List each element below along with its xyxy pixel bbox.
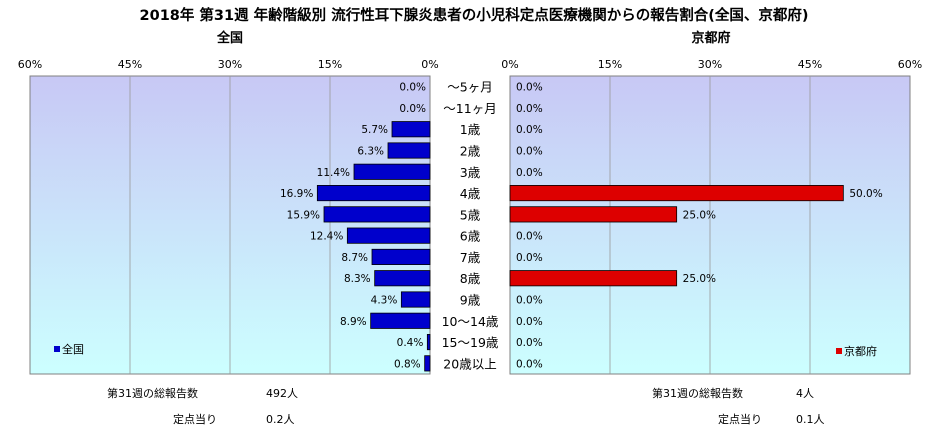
national-bar	[346, 227, 431, 244]
national-data-label: 8.7%	[341, 252, 368, 264]
national-data-label: 8.9%	[340, 316, 367, 328]
left-tick-labels: 60% 45% 30% 15% 0%	[18, 58, 439, 71]
right-tick-label: 15%	[598, 58, 622, 71]
category-label: 6歳	[460, 229, 481, 244]
national-data-label: 5.7%	[361, 124, 388, 136]
category-label: 3歳	[460, 165, 481, 180]
kyoto-data-label: 0.0%	[516, 252, 543, 264]
national-bar	[371, 248, 431, 265]
national-data-label: 12.4%	[310, 231, 343, 243]
kyoto-summary: 第31週の総報告数 4人 定点当り 0.1人	[652, 386, 825, 426]
kyoto-data-label: 50.0%	[849, 188, 882, 200]
category-labels: ～5ヶ月 ～11ヶ月 1歳 2歳 3歳 4歳 5歳 6歳 7歳 8歳 9歳 10～14歳 15～19歳 2…	[442, 80, 499, 372]
kyoto-per-site-label: 定点当り	[718, 412, 762, 426]
category-label: 15～19歳	[442, 335, 499, 350]
national-bar	[374, 270, 431, 287]
left-legend-label: 全国	[62, 342, 84, 356]
kyoto-bar	[509, 206, 678, 223]
right-tick-label: 30%	[698, 58, 722, 71]
category-label: 20歳以上	[443, 356, 496, 371]
kyoto-data-label: 0.0%	[516, 103, 543, 115]
kyoto-data-label: 0.0%	[516, 146, 543, 158]
category-label: 2歳	[460, 144, 481, 159]
left-tick-label: 15%	[318, 58, 342, 71]
category-label: 8歳	[460, 271, 481, 286]
right-data-labels: 0.0% 0.0% 0.0% 0.0% 0.0% 50.0% 25.0% 0.0% 0.0% 25…	[516, 82, 883, 371]
national-bar	[370, 312, 431, 329]
right-legend: 京都府	[836, 344, 877, 358]
right-legend-label: 京都府	[844, 344, 877, 358]
right-tick-label: 45%	[798, 58, 822, 71]
kyoto-data-label: 0.0%	[516, 82, 543, 94]
national-bar	[424, 355, 431, 372]
national-data-label: 11.4%	[317, 167, 350, 179]
left-tick-label: 30%	[218, 58, 242, 71]
kyoto-data-label: 0.0%	[516, 167, 543, 179]
national-data-label: 4.3%	[371, 295, 398, 307]
left-data-labels: 0.0% 0.0% 5.7% 6.3% 11.4% 16.9% 15.9% 12.4% 8.7%…	[280, 82, 426, 371]
chart-title: 2018年 第31週 年齢階級別 流行性耳下腺炎患者の小児科定点医療機関からの報…	[140, 6, 809, 24]
category-label: 9歳	[460, 293, 481, 308]
category-label: ～5ヶ月	[447, 80, 492, 95]
national-bar	[400, 291, 431, 308]
left-tick-label: 0%	[421, 58, 438, 71]
national-total-label: 第31週の総報告数	[107, 386, 198, 400]
national-data-label: 0.0%	[399, 82, 426, 94]
category-label: 5歳	[460, 207, 481, 222]
category-label: 10～14歳	[442, 314, 499, 329]
kyoto-data-label: 0.0%	[516, 231, 543, 243]
left-tick-label: 60%	[18, 58, 42, 71]
kyoto-data-label: 0.0%	[516, 124, 543, 136]
right-panel-title: 京都府	[691, 30, 730, 46]
right-bars	[509, 185, 844, 287]
right-tick-label: 0%	[501, 58, 518, 71]
national-bar	[353, 163, 431, 180]
left-bars	[316, 121, 431, 372]
national-summary: 第31週の総報告数 492人 定点当り 0.2人	[107, 386, 298, 426]
kyoto-data-label: 25.0%	[683, 273, 716, 285]
kyoto-data-label: 25.0%	[683, 209, 716, 221]
left-tick-label: 45%	[118, 58, 142, 71]
category-label: 4歳	[460, 186, 481, 201]
national-data-label: 6.3%	[357, 146, 384, 158]
right-legend-swatch	[836, 348, 842, 354]
kyoto-per-site-value: 0.1人	[796, 413, 825, 426]
category-label: 7歳	[460, 250, 481, 265]
national-data-label: 0.8%	[394, 358, 421, 370]
kyoto-bar	[509, 185, 844, 202]
left-legend: 全国	[54, 342, 84, 356]
kyoto-data-label: 0.0%	[516, 295, 543, 307]
category-label: 1歳	[460, 122, 481, 137]
national-bar	[426, 334, 431, 351]
kyoto-data-label: 0.0%	[516, 358, 543, 370]
left-gridlines	[129, 76, 331, 374]
kyoto-total-label: 第31週の総報告数	[652, 386, 743, 400]
national-per-site-label: 定点当り	[173, 412, 217, 426]
left-panel-title: 全国	[216, 30, 243, 46]
kyoto-bar	[509, 270, 678, 287]
kyoto-data-label: 0.0%	[516, 316, 543, 328]
left-legend-swatch	[54, 346, 60, 352]
national-data-label: 16.9%	[280, 188, 313, 200]
national-data-label: 8.3%	[344, 273, 371, 285]
national-bar	[391, 121, 431, 138]
national-total-value: 492人	[266, 387, 298, 400]
national-data-label: 15.9%	[287, 209, 320, 221]
right-gridlines	[609, 76, 811, 374]
kyoto-total-value: 4人	[796, 387, 814, 400]
national-per-site-value: 0.2人	[266, 413, 295, 426]
right-tick-labels: 0% 15% 30% 45% 60%	[501, 58, 922, 71]
national-bar	[316, 185, 431, 202]
national-data-label: 0.0%	[399, 103, 426, 115]
kyoto-data-label: 0.0%	[516, 337, 543, 349]
right-tick-label: 60%	[898, 58, 922, 71]
category-label: ～11ヶ月	[443, 101, 496, 116]
national-bar	[323, 206, 431, 223]
national-data-label: 0.4%	[397, 337, 424, 349]
national-bar	[387, 142, 431, 159]
